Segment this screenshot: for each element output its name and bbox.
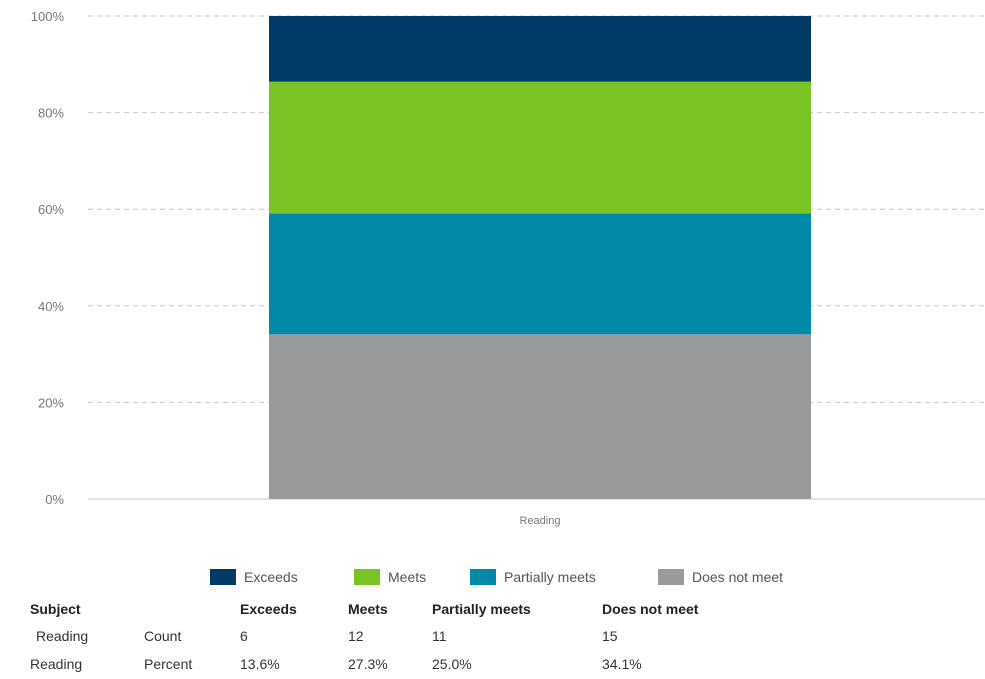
cell-exceeds: 6 bbox=[240, 628, 248, 644]
chart-legend: Exceeds Meets Partially meets Does not m… bbox=[0, 566, 985, 588]
header-partially-meets: Partially meets bbox=[432, 601, 531, 617]
bar-segment-meets bbox=[269, 81, 811, 214]
cell-meets: 12 bbox=[348, 628, 364, 644]
bar-segment-partially-meets bbox=[269, 213, 811, 335]
cell-exceeds: 13.6% bbox=[240, 656, 280, 672]
stacked-bar-chart: 0% 20% 40% 60% 80% 100% Reading bbox=[31, 9, 985, 527]
header-does-not-meet: Does not meet bbox=[602, 601, 699, 617]
legend-label-does-not-meet: Does not meet bbox=[692, 569, 784, 585]
legend-swatch-does-not-meet bbox=[658, 569, 684, 585]
header-exceeds: Exceeds bbox=[240, 601, 297, 617]
bar-segment-does-not-meet bbox=[269, 334, 811, 499]
legend-swatch-partially-meets bbox=[470, 569, 496, 585]
legend-swatch-exceeds bbox=[210, 569, 236, 585]
table-header-row: Subject Exceeds Meets Partially meets Do… bbox=[30, 596, 762, 622]
cell-subject: Reading bbox=[36, 628, 89, 644]
legend-swatch-meets bbox=[354, 569, 380, 585]
legend-item-partially-meets: Partially meets bbox=[470, 566, 596, 588]
legend-label-exceeds: Exceeds bbox=[244, 569, 298, 585]
header-subject: Subject bbox=[30, 601, 81, 617]
y-tick-label: 0% bbox=[45, 492, 64, 507]
y-tick-label: 60% bbox=[38, 202, 64, 217]
legend-label-partially-meets: Partially meets bbox=[504, 569, 596, 585]
cell-meets: 27.3% bbox=[348, 656, 388, 672]
table-row: Reading Count 6 12 11 15 bbox=[30, 622, 762, 650]
cell-subject: Reading bbox=[30, 656, 83, 672]
y-tick-label: 80% bbox=[38, 106, 64, 121]
bar-segment-exceeds bbox=[269, 16, 811, 82]
table-row: Reading Percent 13.6% 27.3% 25.0% 34.1% bbox=[30, 650, 762, 678]
y-tick-label: 20% bbox=[38, 395, 64, 410]
cell-partially-meets: 11 bbox=[432, 628, 447, 644]
legend-item-does-not-meet: Does not meet bbox=[658, 566, 783, 588]
cell-does-not-meet: 15 bbox=[602, 628, 618, 644]
legend-item-meets: Meets bbox=[354, 566, 426, 588]
y-tick-label: 100% bbox=[31, 9, 65, 24]
cell-does-not-meet: 34.1% bbox=[602, 656, 642, 672]
cell-partially-meets: 25.0% bbox=[432, 656, 472, 672]
cell-type: Percent bbox=[144, 656, 193, 672]
chart-svg: 0% 20% 40% 60% 80% 100% Reading bbox=[31, 9, 985, 527]
x-tick-label: Reading bbox=[520, 515, 561, 527]
data-table: Subject Exceeds Meets Partially meets Do… bbox=[30, 596, 762, 678]
y-tick-label: 40% bbox=[38, 299, 64, 314]
legend-label-meets: Meets bbox=[388, 569, 427, 585]
legend-item-exceeds: Exceeds bbox=[210, 566, 298, 588]
cell-type: Count bbox=[144, 628, 182, 644]
header-meets: Meets bbox=[348, 601, 388, 617]
header-type bbox=[144, 596, 240, 622]
